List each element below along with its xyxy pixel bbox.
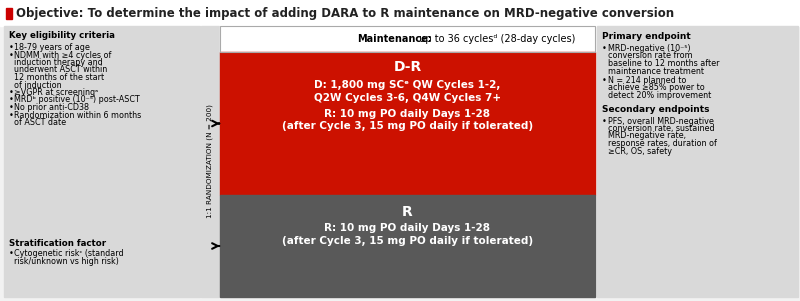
Text: MRD-negative rate,: MRD-negative rate, xyxy=(608,132,686,141)
Text: •: • xyxy=(602,116,607,126)
Text: •: • xyxy=(602,76,607,85)
Text: Primary endpoint: Primary endpoint xyxy=(602,32,690,41)
Text: 12 months of the start: 12 months of the start xyxy=(14,73,104,82)
Text: •: • xyxy=(9,103,14,112)
Text: MRDᵇ positive (10⁻⁵) post-ASCT: MRDᵇ positive (10⁻⁵) post-ASCT xyxy=(14,95,140,104)
Bar xyxy=(220,52,595,195)
Text: •: • xyxy=(9,88,14,97)
Text: (after Cycle 3, 15 mg PO daily if tolerated): (after Cycle 3, 15 mg PO daily if tolera… xyxy=(282,121,533,131)
Bar xyxy=(6,8,12,19)
Text: Objective: To determine the impact of adding DARA to R maintenance on MRD-negati: Objective: To determine the impact of ad… xyxy=(16,7,674,20)
Text: Cytogenetic riskᶜ (standard: Cytogenetic riskᶜ (standard xyxy=(14,249,124,258)
Text: MRD-negative (10⁻⁵): MRD-negative (10⁻⁵) xyxy=(608,44,690,53)
Text: of ASCT date: of ASCT date xyxy=(14,118,66,127)
Bar xyxy=(220,26,595,52)
Text: conversion rate from: conversion rate from xyxy=(608,51,693,61)
Text: D-R: D-R xyxy=(394,60,422,74)
Bar xyxy=(4,26,200,297)
Text: achieve ≥85% power to: achieve ≥85% power to xyxy=(608,83,705,92)
Text: •: • xyxy=(9,110,14,119)
Bar xyxy=(0,0,800,26)
Text: •: • xyxy=(9,43,14,52)
Text: 1:1 RANDOMIZATION (N = 200): 1:1 RANDOMIZATION (N = 200) xyxy=(206,104,214,219)
Bar xyxy=(201,26,219,297)
Text: No prior anti-CD38: No prior anti-CD38 xyxy=(14,103,89,112)
Text: conversion rate, sustained: conversion rate, sustained xyxy=(608,124,714,133)
Text: Key eligibility criteria: Key eligibility criteria xyxy=(9,31,115,40)
Text: PFS, overall MRD-negative: PFS, overall MRD-negative xyxy=(608,116,714,126)
Text: underwent ASCT within: underwent ASCT within xyxy=(14,66,107,75)
Text: NDMM with ≥4 cycles of: NDMM with ≥4 cycles of xyxy=(14,51,111,60)
Text: Secondary endpoints: Secondary endpoints xyxy=(602,104,710,113)
Text: 18-79 years of age: 18-79 years of age xyxy=(14,43,90,52)
Text: maintenance treatment: maintenance treatment xyxy=(608,67,704,76)
Text: risk/unknown vs high risk): risk/unknown vs high risk) xyxy=(14,256,119,265)
Text: baseline to 12 months after: baseline to 12 months after xyxy=(608,59,719,68)
Text: of induction: of induction xyxy=(14,80,62,89)
Text: •: • xyxy=(9,249,14,258)
Bar xyxy=(220,195,595,297)
Text: up to 36 cyclesᵈ (28-day cycles): up to 36 cyclesᵈ (28-day cycles) xyxy=(415,34,575,44)
Text: •: • xyxy=(9,51,14,60)
Text: R: 10 mg PO daily Days 1-28: R: 10 mg PO daily Days 1-28 xyxy=(325,109,490,119)
Text: •: • xyxy=(9,95,14,104)
Text: (after Cycle 3, 15 mg PO daily if tolerated): (after Cycle 3, 15 mg PO daily if tolera… xyxy=(282,236,533,246)
Text: R: 10 mg PO daily Days 1-28: R: 10 mg PO daily Days 1-28 xyxy=(325,223,490,233)
Text: ≥VGPR at screeningᵃ: ≥VGPR at screeningᵃ xyxy=(14,88,98,97)
Bar xyxy=(220,26,595,52)
Text: D: 1,800 mg SCᵉ QW Cycles 1-2,: D: 1,800 mg SCᵉ QW Cycles 1-2, xyxy=(314,80,501,90)
Bar xyxy=(597,26,798,297)
Text: R: R xyxy=(402,205,413,219)
Text: Q2W Cycles 3-6, Q4W Cycles 7+: Q2W Cycles 3-6, Q4W Cycles 7+ xyxy=(314,93,501,103)
Text: N = 214 planned to: N = 214 planned to xyxy=(608,76,686,85)
Text: induction therapy and: induction therapy and xyxy=(14,58,102,67)
Text: Maintenance:: Maintenance: xyxy=(358,34,432,44)
Text: ≥CR, OS, safety: ≥CR, OS, safety xyxy=(608,147,672,156)
Text: Stratification factor: Stratification factor xyxy=(9,239,106,248)
Text: Randomization within 6 months: Randomization within 6 months xyxy=(14,110,142,119)
Text: •: • xyxy=(602,44,607,53)
Text: detect 20% improvement: detect 20% improvement xyxy=(608,91,711,100)
Text: response rates, duration of: response rates, duration of xyxy=(608,139,717,148)
